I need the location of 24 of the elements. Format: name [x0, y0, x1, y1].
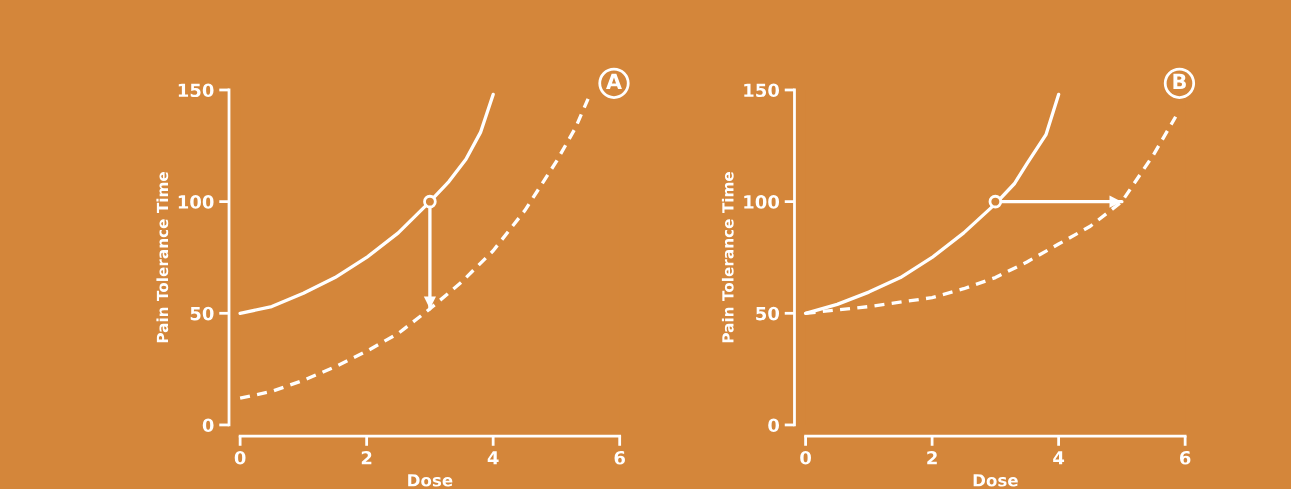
line-series	[238, 97, 590, 400]
x-tick-label: 4	[1053, 451, 1065, 465]
y-axis-title: Pain Tolerance Time	[721, 171, 734, 343]
x-axis-title: Dose	[408, 474, 453, 487]
y-tick-label: 150	[744, 83, 780, 98]
y-axis-title: Pain Tolerance Time	[156, 171, 169, 343]
x-tick-label: 0	[800, 450, 811, 465]
x-tick-label: 4	[487, 451, 499, 465]
y-tick-label: 50	[756, 306, 780, 321]
x-tick-label: 6	[614, 450, 625, 465]
chart-title: A	[606, 73, 622, 90]
x-tick-label: 0	[234, 450, 246, 465]
x-tick-label: 2	[361, 450, 372, 465]
y-tick-label: 0	[768, 418, 780, 433]
y-tick-label: 100	[178, 195, 214, 209]
y-tick-label: 0	[202, 418, 214, 433]
x-tick-label: 6	[1179, 450, 1191, 465]
y-tick-label: 50	[190, 306, 214, 321]
chart-title: B	[1173, 73, 1186, 90]
x-tick-label: 2	[927, 450, 937, 465]
y-tick-label: 100	[744, 195, 780, 209]
y-tick-label: 150	[178, 83, 214, 98]
line-series	[238, 92, 495, 315]
x-axis-title: Dose	[973, 474, 1018, 487]
